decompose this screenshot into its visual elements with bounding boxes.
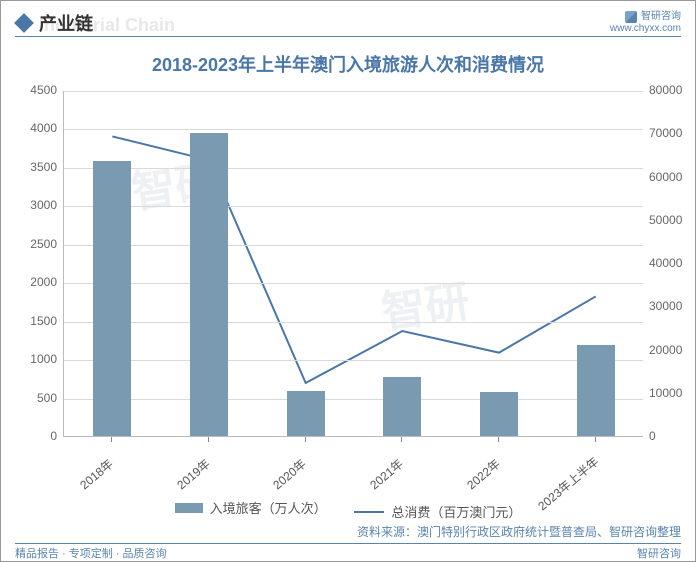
chart-plot: [63, 91, 643, 437]
y-left-tick-label: 1000: [9, 352, 57, 366]
line-series: [64, 91, 643, 436]
y-left-tick-label: 4500: [9, 83, 57, 97]
chart-title: 2018-2023年上半年澳门入境旅游人次和消费情况: [1, 51, 695, 77]
y-right-tick-label: 20000: [649, 343, 696, 357]
bar: [383, 377, 421, 436]
footer-left: 精品报告 · 专项定制 · 品质咨询: [15, 545, 167, 561]
line-swatch: [354, 511, 384, 513]
x-tick-label: 2022年: [463, 455, 504, 493]
diamond-icon: [14, 13, 34, 33]
y-left-tick-label: 2000: [9, 275, 57, 289]
gridline: [64, 245, 643, 246]
section-header: 产业链 Industrial Chain 智研咨询 www.chyxx.com: [15, 9, 681, 37]
gridline: [64, 129, 643, 130]
brand-block: 智研咨询 www.chyxx.com: [610, 11, 681, 35]
x-tick: [208, 437, 209, 442]
y-left-tick-label: 500: [9, 391, 57, 405]
y-left-tick-label: 0: [9, 429, 57, 443]
source-text: 资料来源：澳门特别行政区政府统计暨普查局、智研咨询整理: [357, 523, 681, 540]
x-tick: [305, 437, 306, 442]
brand-name: 智研咨询: [641, 11, 681, 23]
y-right-tick-label: 10000: [649, 386, 696, 400]
gridline: [64, 283, 643, 284]
page-footer: 精品报告 · 专项定制 · 品质咨询 智研咨询: [1, 543, 695, 561]
gridline: [64, 399, 643, 400]
y-left-tick-label: 1500: [9, 314, 57, 328]
bar: [287, 391, 325, 436]
x-tick-label: 2018年: [76, 455, 117, 493]
footer-divider: [15, 543, 681, 544]
legend-line: 总消费（百万澳门元）: [354, 502, 521, 521]
x-tick-label: 2020年: [269, 455, 310, 493]
y-left-tick-label: 4000: [9, 121, 57, 135]
bar: [93, 161, 131, 436]
y-right-tick-label: 80000: [649, 83, 696, 97]
chart-legend: 入境旅客（万人次） 总消费（百万澳门元）: [1, 498, 695, 521]
brand-icon: [625, 11, 637, 23]
y-right-tick-label: 70000: [649, 126, 696, 140]
bar: [480, 392, 518, 436]
x-tick-label: 2021年: [366, 455, 407, 493]
y-right-tick-label: 60000: [649, 170, 696, 184]
y-right-tick-label: 50000: [649, 213, 696, 227]
gridline: [64, 206, 643, 207]
gridline: [64, 360, 643, 361]
x-tick: [401, 437, 402, 442]
y-left-tick-label: 3000: [9, 198, 57, 212]
y-right-tick-label: 30000: [649, 299, 696, 313]
x-tick: [595, 437, 596, 442]
bar-swatch: [175, 503, 203, 513]
gridline: [64, 322, 643, 323]
x-tick-label: 2019年: [173, 455, 214, 493]
bar: [577, 345, 615, 436]
y-right-tick-label: 0: [649, 429, 696, 443]
section-title: 产业链: [39, 10, 93, 36]
legend-line-label: 总消费（百万澳门元）: [391, 502, 521, 521]
y-left-tick-label: 2500: [9, 237, 57, 251]
y-right-tick-label: 40000: [649, 256, 696, 270]
brand-url: www.chyxx.com: [610, 23, 681, 35]
legend-bar-label: 入境旅客（万人次）: [210, 498, 327, 517]
footer-right: 智研咨询: [637, 545, 681, 561]
gridline: [64, 91, 643, 92]
x-tick: [498, 437, 499, 442]
legend-bar: 入境旅客（万人次）: [175, 498, 327, 517]
y-left-tick-label: 3500: [9, 160, 57, 174]
x-tick: [111, 437, 112, 442]
bar: [190, 133, 228, 436]
gridline: [64, 168, 643, 169]
